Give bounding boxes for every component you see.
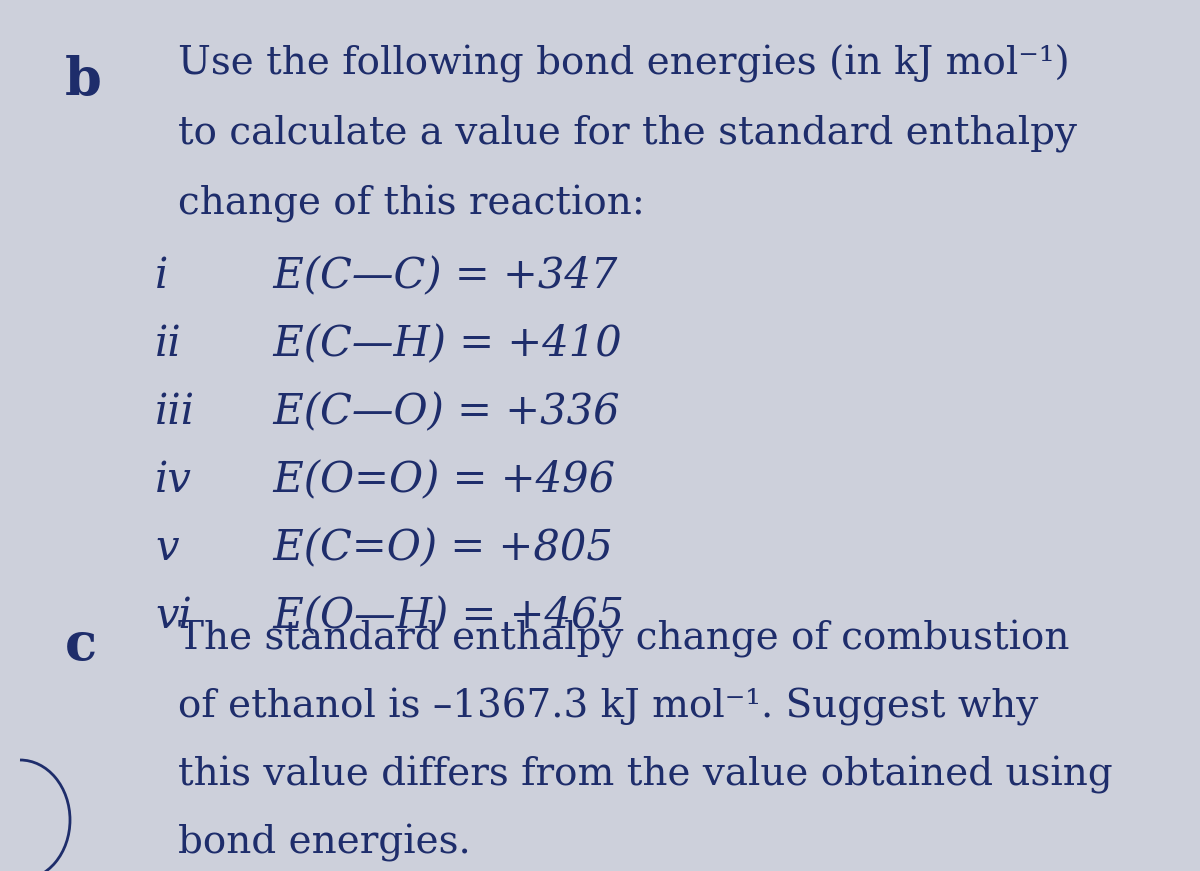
Text: b: b	[65, 55, 102, 106]
Text: E(O=O) = +496: E(O=O) = +496	[265, 459, 616, 501]
Text: vi: vi	[155, 595, 192, 637]
Text: The standard enthalpy change of combustion: The standard enthalpy change of combusti…	[178, 620, 1069, 658]
Text: of ethanol is –1367.3 kJ mol⁻¹. Suggest why: of ethanol is –1367.3 kJ mol⁻¹. Suggest …	[178, 688, 1038, 726]
Text: E(C—H) = +410: E(C—H) = +410	[265, 323, 622, 365]
Text: i: i	[155, 255, 168, 297]
Text: E(C=O) = +805: E(C=O) = +805	[265, 527, 613, 569]
Text: to calculate a value for the standard enthalpy: to calculate a value for the standard en…	[178, 115, 1078, 152]
Text: E(O—H) = +465: E(O—H) = +465	[265, 595, 624, 637]
Text: iv: iv	[155, 459, 192, 501]
Text: this value differs from the value obtained using: this value differs from the value obtain…	[178, 756, 1112, 794]
Text: c: c	[65, 620, 97, 671]
Text: iii: iii	[155, 391, 196, 433]
Text: bond energies.: bond energies.	[178, 824, 470, 862]
Text: change of this reaction:: change of this reaction:	[178, 185, 644, 223]
Text: E(C—O) = +336: E(C—O) = +336	[265, 391, 619, 433]
Text: E(C—C) = +347: E(C—C) = +347	[265, 255, 617, 297]
Text: Use the following bond energies (in kJ mol⁻¹): Use the following bond energies (in kJ m…	[178, 45, 1069, 84]
Text: ii: ii	[155, 323, 181, 365]
Text: v: v	[155, 527, 179, 569]
